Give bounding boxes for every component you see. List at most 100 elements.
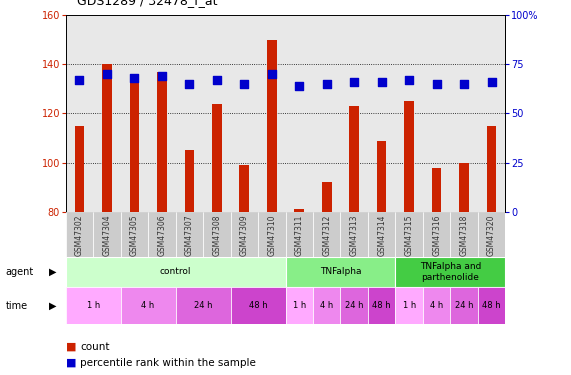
Bar bbox=[130, 81, 139, 375]
Text: 24 h: 24 h bbox=[455, 301, 473, 310]
Bar bbox=[340, 287, 368, 324]
Text: TNFalpha and
parthenolide: TNFalpha and parthenolide bbox=[420, 262, 481, 282]
Bar bbox=[395, 287, 423, 324]
Text: GSM47313: GSM47313 bbox=[349, 214, 359, 256]
Bar bbox=[176, 287, 231, 324]
Point bbox=[295, 83, 304, 89]
Text: GSM47316: GSM47316 bbox=[432, 214, 441, 256]
Bar bbox=[395, 212, 423, 257]
Point bbox=[240, 81, 249, 87]
Bar bbox=[93, 212, 120, 257]
Bar bbox=[368, 212, 395, 257]
Text: 48 h: 48 h bbox=[482, 301, 501, 310]
Text: 4 h: 4 h bbox=[430, 301, 443, 310]
Bar bbox=[286, 287, 313, 324]
Point bbox=[460, 81, 469, 87]
Point bbox=[267, 71, 276, 77]
Bar bbox=[212, 104, 222, 375]
Point bbox=[377, 79, 386, 85]
Bar bbox=[423, 287, 451, 324]
Bar bbox=[368, 287, 395, 324]
Text: TNFalpha: TNFalpha bbox=[320, 267, 361, 276]
Point bbox=[322, 81, 331, 87]
Text: GSM47305: GSM47305 bbox=[130, 214, 139, 256]
Text: ▶: ▶ bbox=[49, 267, 56, 277]
Bar bbox=[102, 64, 112, 375]
Text: GSM47302: GSM47302 bbox=[75, 214, 84, 256]
Bar bbox=[432, 168, 441, 375]
Text: 48 h: 48 h bbox=[249, 301, 267, 310]
Text: GSM47304: GSM47304 bbox=[102, 214, 111, 256]
Text: agent: agent bbox=[6, 267, 34, 277]
Text: GSM47309: GSM47309 bbox=[240, 214, 249, 256]
Point bbox=[405, 77, 414, 83]
Bar bbox=[404, 101, 414, 375]
Bar bbox=[203, 212, 231, 257]
Point bbox=[130, 75, 139, 81]
Bar bbox=[478, 287, 505, 324]
Bar bbox=[120, 212, 148, 257]
Text: GDS1289 / 32478_f_at: GDS1289 / 32478_f_at bbox=[77, 0, 218, 8]
Point bbox=[185, 81, 194, 87]
Bar bbox=[451, 212, 478, 257]
Bar bbox=[295, 209, 304, 375]
Bar bbox=[120, 287, 176, 324]
Point bbox=[157, 73, 166, 79]
Bar bbox=[176, 212, 203, 257]
Bar bbox=[478, 212, 505, 257]
Bar bbox=[231, 287, 286, 324]
Text: control: control bbox=[160, 267, 191, 276]
Point bbox=[212, 77, 222, 83]
Bar bbox=[286, 257, 395, 287]
Text: 4 h: 4 h bbox=[142, 301, 155, 310]
Text: GSM47310: GSM47310 bbox=[267, 214, 276, 256]
Text: 1 h: 1 h bbox=[292, 301, 306, 310]
Bar bbox=[423, 212, 451, 257]
Text: count: count bbox=[80, 342, 110, 352]
Text: GSM47312: GSM47312 bbox=[322, 214, 331, 255]
Text: 24 h: 24 h bbox=[194, 301, 212, 310]
Point bbox=[102, 71, 111, 77]
Bar bbox=[239, 165, 249, 375]
Text: 4 h: 4 h bbox=[320, 301, 333, 310]
Text: ■: ■ bbox=[66, 342, 76, 352]
Bar bbox=[231, 212, 258, 257]
Text: 48 h: 48 h bbox=[372, 301, 391, 310]
Bar bbox=[184, 150, 194, 375]
Text: 1 h: 1 h bbox=[87, 301, 100, 310]
Bar bbox=[148, 212, 176, 257]
Text: GSM47320: GSM47320 bbox=[487, 214, 496, 256]
Bar bbox=[66, 287, 120, 324]
Text: GSM47306: GSM47306 bbox=[158, 214, 166, 256]
Text: 24 h: 24 h bbox=[345, 301, 364, 310]
Text: GSM47318: GSM47318 bbox=[460, 214, 469, 255]
Text: ▶: ▶ bbox=[49, 301, 56, 310]
Bar bbox=[66, 257, 286, 287]
Bar bbox=[395, 257, 505, 287]
Bar bbox=[459, 163, 469, 375]
Bar bbox=[157, 72, 167, 375]
Bar bbox=[258, 212, 286, 257]
Point bbox=[75, 77, 84, 83]
Bar bbox=[313, 212, 340, 257]
Bar bbox=[340, 212, 368, 257]
Bar bbox=[313, 287, 340, 324]
Text: 1 h: 1 h bbox=[403, 301, 416, 310]
Text: GSM47307: GSM47307 bbox=[185, 214, 194, 256]
Bar bbox=[75, 126, 84, 375]
Text: GSM47314: GSM47314 bbox=[377, 214, 386, 256]
Text: GSM47315: GSM47315 bbox=[405, 214, 413, 256]
Point bbox=[349, 79, 359, 85]
Bar bbox=[377, 141, 387, 375]
Bar bbox=[451, 287, 478, 324]
Bar bbox=[66, 212, 93, 257]
Bar bbox=[349, 106, 359, 375]
Text: ■: ■ bbox=[66, 358, 76, 368]
Text: time: time bbox=[6, 301, 28, 310]
Point bbox=[487, 79, 496, 85]
Text: GSM47308: GSM47308 bbox=[212, 214, 222, 256]
Text: percentile rank within the sample: percentile rank within the sample bbox=[80, 358, 256, 368]
Text: GSM47311: GSM47311 bbox=[295, 214, 304, 255]
Bar bbox=[487, 126, 496, 375]
Point bbox=[432, 81, 441, 87]
